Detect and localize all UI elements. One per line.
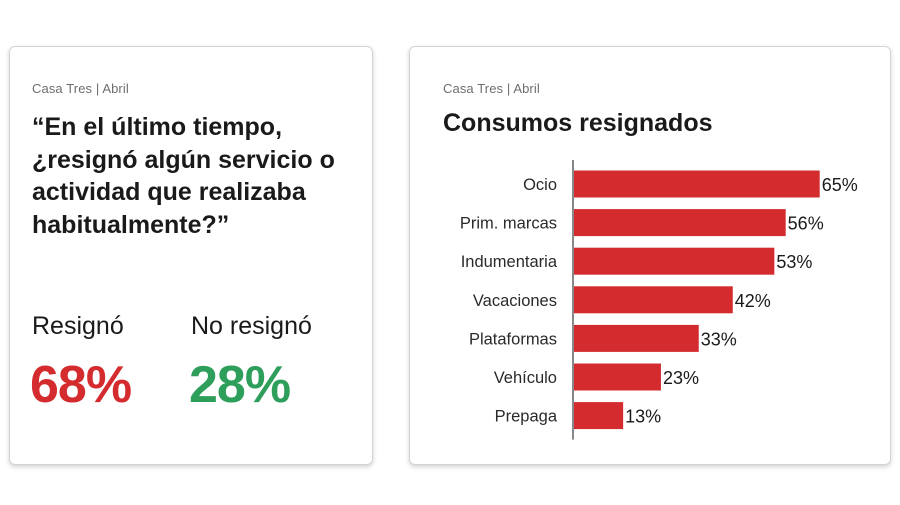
value-label: 53%: [776, 252, 812, 272]
no-resigno-value: 28%: [189, 356, 291, 414]
category-label: Vacaciones: [473, 292, 557, 310]
category-label: Prepaga: [495, 408, 558, 426]
bar-0: [574, 170, 820, 198]
bar-3: [574, 286, 733, 314]
value-label: 23%: [663, 368, 699, 388]
bar-2: [574, 247, 775, 275]
category-label: Indumentaria: [461, 253, 558, 271]
bar-6: [574, 402, 624, 430]
chart-source-label: Casa Tres | Abril: [443, 81, 540, 96]
category-label: Vehículo: [494, 369, 557, 387]
bar-5: [574, 363, 661, 391]
no-resigno-label: No resignó: [191, 312, 312, 340]
value-label: 56%: [788, 214, 824, 234]
resigno-label: Resignó: [32, 312, 124, 340]
category-label: Plataformas: [469, 330, 557, 348]
resignation-summary-card: Casa Tres | Abril “En el último tiempo, …: [9, 46, 373, 465]
value-label: 13%: [625, 407, 661, 427]
chart-title: Consumos resignados: [443, 109, 713, 137]
category-label: Prim. marcas: [460, 215, 557, 233]
value-label: 42%: [735, 291, 771, 311]
bar-4: [574, 324, 699, 352]
resigno-value: 68%: [30, 356, 132, 414]
source-label: Casa Tres | Abril: [32, 81, 129, 96]
survey-question: “En el último tiempo, ¿resignó algún ser…: [32, 113, 335, 239]
category-label: Ocio: [523, 176, 557, 194]
bar-chart: Ocio 65% Prim. marcas 56% Indumentaria 53% Vac…: [460, 160, 858, 440]
consumos-chart-card: Casa Tres | Abril Consumos resignados Oc…: [409, 46, 891, 465]
value-label: 65%: [822, 175, 858, 195]
value-label: 33%: [701, 329, 737, 349]
bar-1: [574, 209, 786, 237]
